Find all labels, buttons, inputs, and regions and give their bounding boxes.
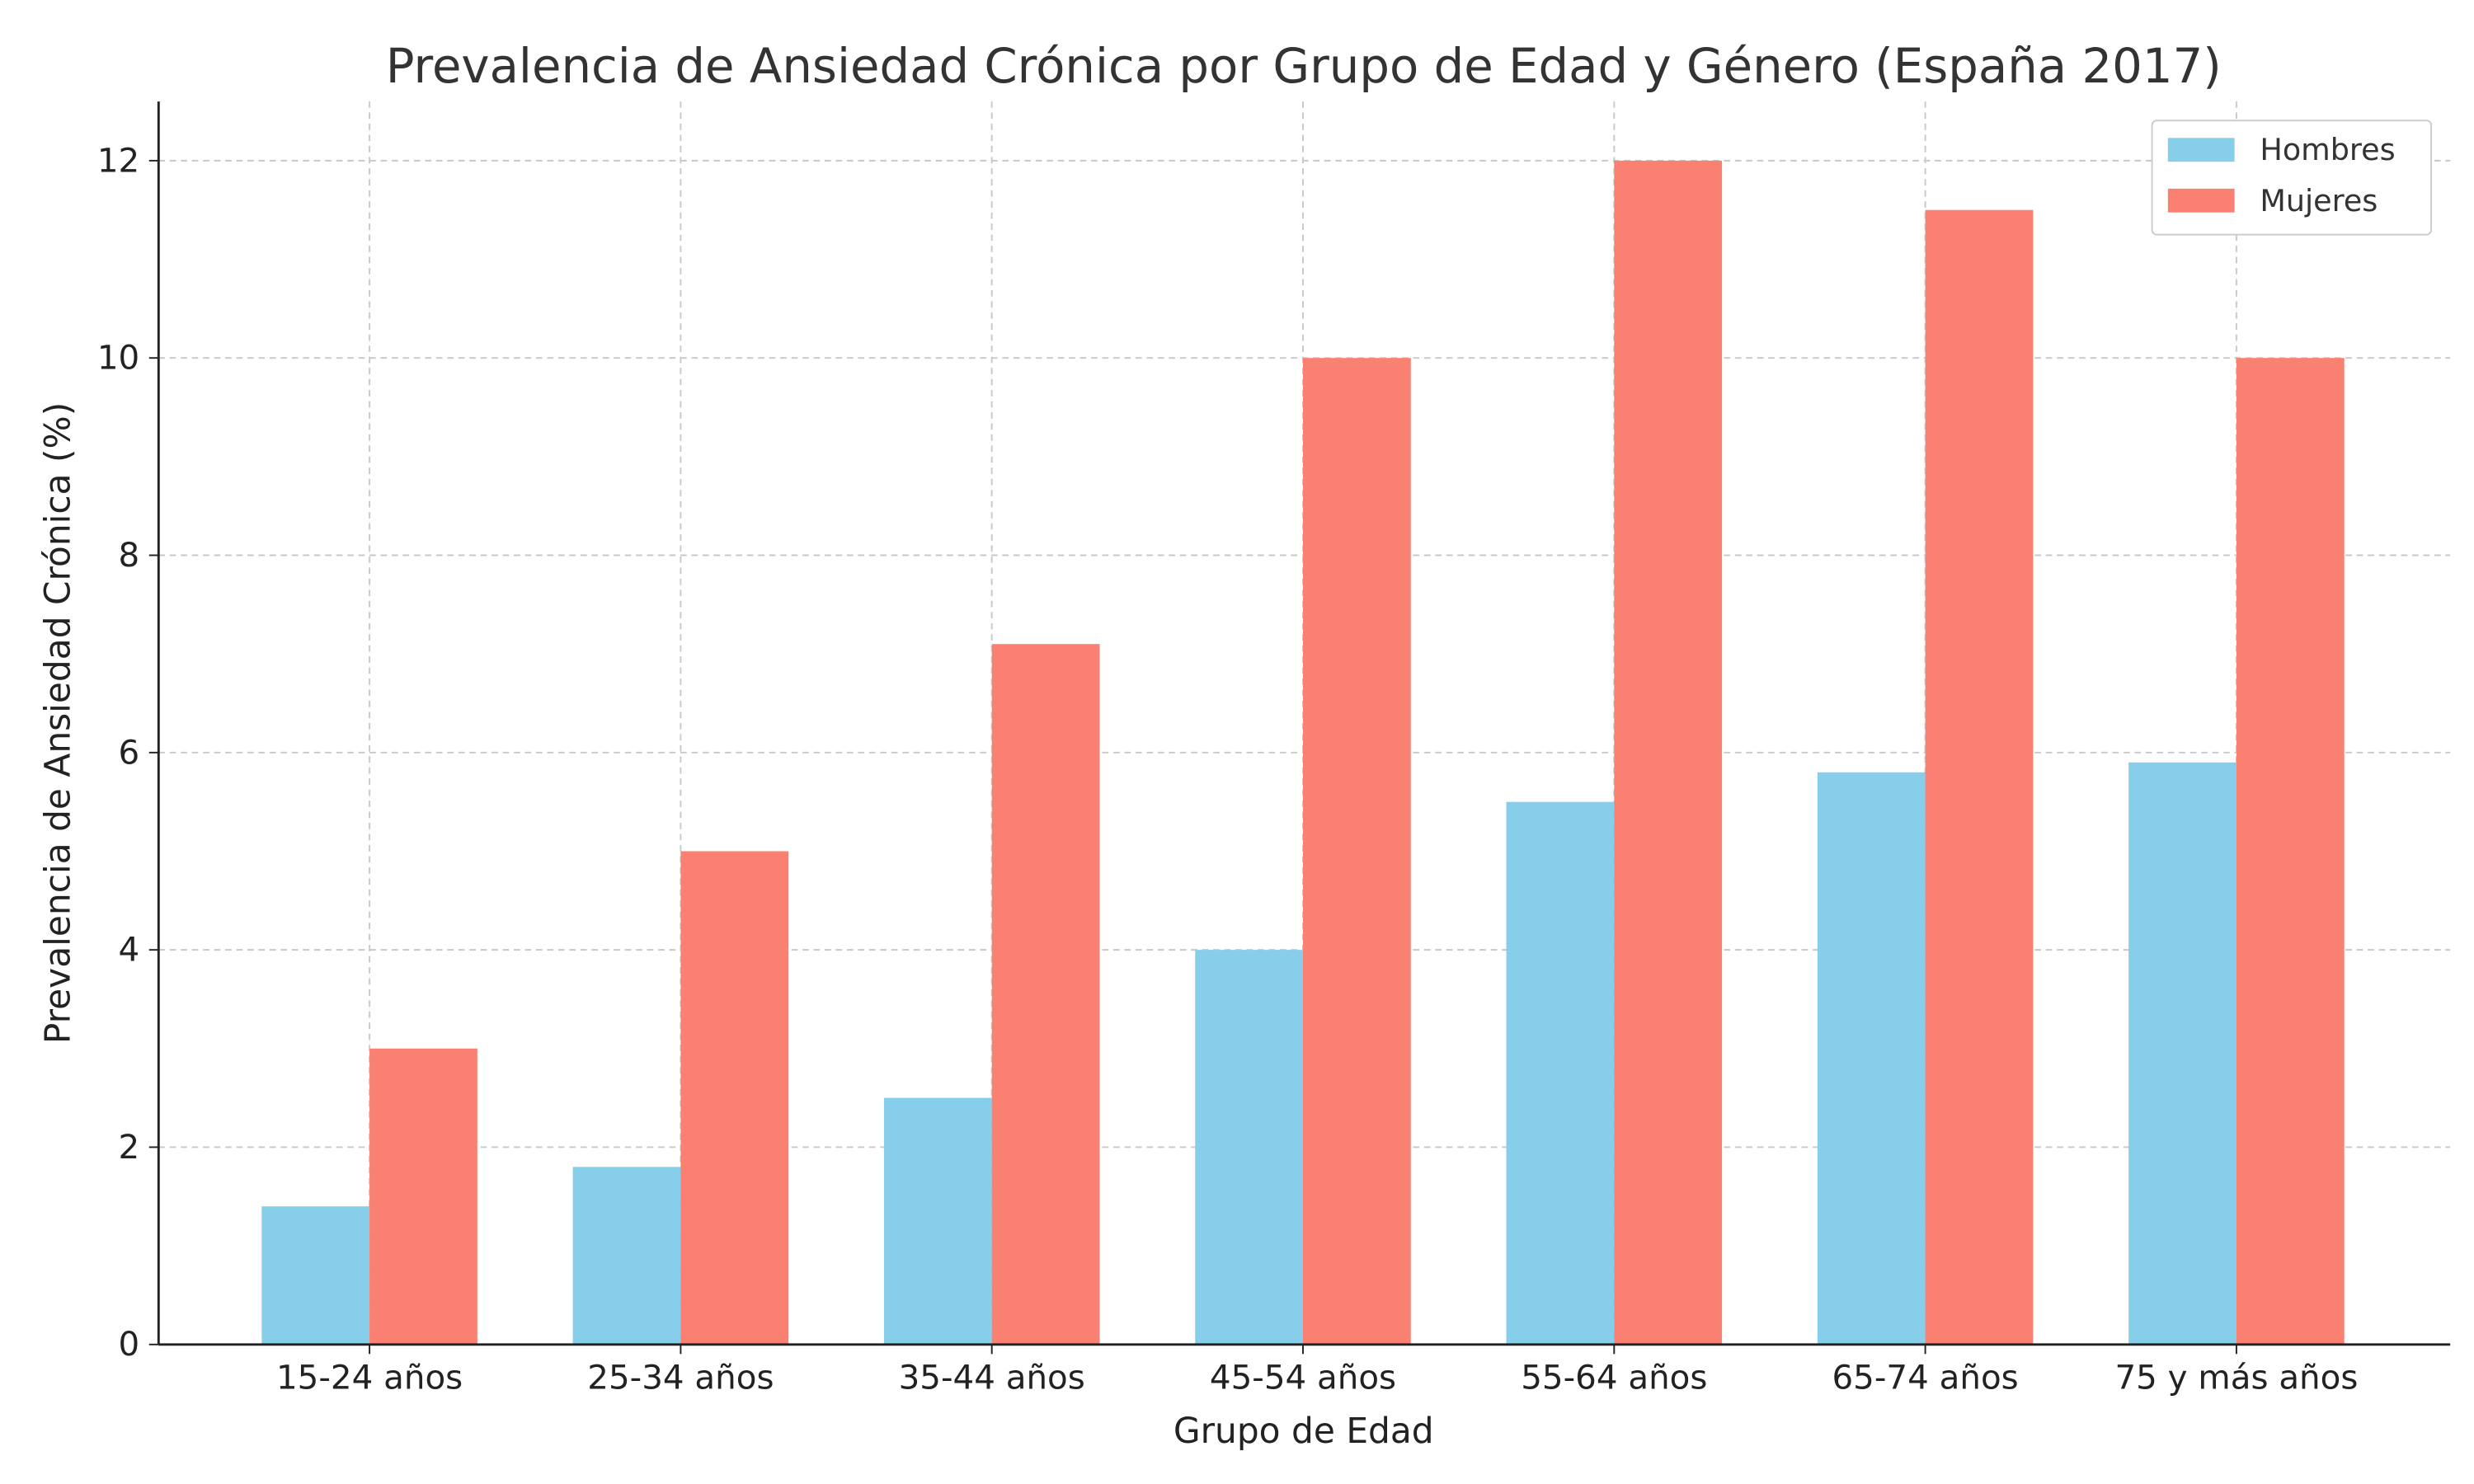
y-tick-label: 8 — [119, 536, 140, 575]
bar-hombres — [883, 1097, 992, 1345]
x-axis-label: Grupo de Edad — [1174, 1411, 1434, 1451]
y-tick-label: 2 — [119, 1128, 140, 1167]
y-axis-label: Prevalencia de Ansiedad Crónica (%) — [38, 402, 78, 1044]
bar-mujeres — [991, 644, 1100, 1345]
bar-hombres — [572, 1167, 681, 1345]
bar-mujeres — [2236, 358, 2345, 1345]
y-tick-label: 6 — [119, 733, 140, 772]
bar-hombres — [1817, 772, 1926, 1345]
legend-label-mujeres: Mujeres — [2260, 183, 2378, 218]
bar-hombres — [1506, 801, 1615, 1345]
x-tick-label: 65-74 años — [1832, 1359, 2018, 1397]
bar-hombres — [261, 1206, 370, 1345]
bar-mujeres — [369, 1048, 477, 1345]
bar-mujeres — [1303, 358, 1411, 1345]
x-tick-label: 75 y más años — [2114, 1359, 2358, 1397]
bar-mujeres — [1614, 160, 1723, 1345]
bars — [261, 160, 2345, 1345]
x-tick-label: 15-24 años — [276, 1359, 463, 1397]
x-tick-label: 45-54 años — [1210, 1359, 1396, 1397]
x-tick-label: 35-44 años — [899, 1359, 1085, 1397]
legend-label-hombres: Hombres — [2260, 132, 2395, 167]
y-tick-label: 10 — [97, 339, 139, 378]
y-tick-label: 12 — [97, 141, 139, 180]
tick-labels: 0 2 4 6 8 10 12 15-24 años 25-34 años 35-44 años 4… — [97, 141, 2359, 1397]
legend-swatch-mujeres — [2167, 188, 2235, 213]
legend-swatch-hombres — [2167, 138, 2235, 162]
x-tick-label: 25-34 años — [587, 1359, 774, 1397]
axes — [148, 101, 2451, 1355]
bar-hombres — [2128, 762, 2236, 1345]
bar-mujeres — [680, 851, 789, 1345]
legend: Hombres Mujeres — [2151, 120, 2433, 236]
chart-title: Prevalencia de Ansiedad Crónica por Grup… — [386, 38, 2222, 94]
y-tick-label: 4 — [119, 931, 140, 970]
y-tick-label: 0 — [119, 1325, 140, 1364]
x-tick-label: 55-64 años — [1521, 1359, 1707, 1397]
bar-mujeres — [1925, 209, 2034, 1345]
bar-hombres — [1195, 950, 1303, 1345]
